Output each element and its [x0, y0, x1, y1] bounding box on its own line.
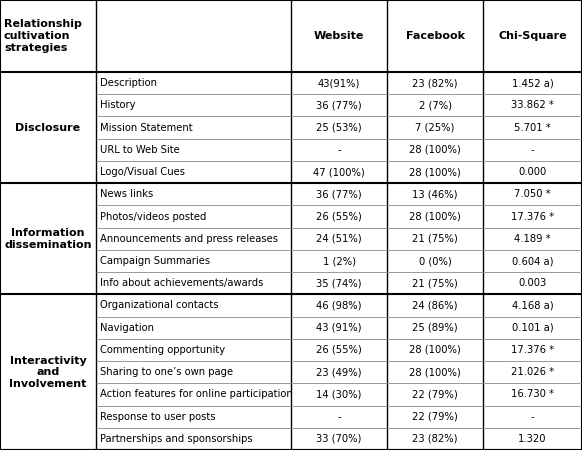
Text: 28 (100%): 28 (100%) — [409, 167, 461, 177]
Text: Relationship
cultivation
strategies: Relationship cultivation strategies — [4, 19, 82, 53]
Text: -: - — [337, 145, 341, 155]
Text: 2 (7%): 2 (7%) — [418, 100, 452, 110]
Text: 21 (75%): 21 (75%) — [412, 278, 458, 288]
Text: Organizational contacts: Organizational contacts — [100, 301, 218, 310]
Text: 13 (46%): 13 (46%) — [412, 189, 458, 199]
Text: Information
dissemination: Information dissemination — [4, 228, 92, 250]
Text: 28 (100%): 28 (100%) — [409, 145, 461, 155]
Text: -: - — [531, 412, 534, 422]
Text: Action features for online participation: Action features for online participation — [100, 389, 293, 400]
Text: 1.320: 1.320 — [519, 434, 546, 444]
Text: 25 (89%): 25 (89%) — [412, 323, 458, 333]
Text: 0.003: 0.003 — [519, 278, 546, 288]
Text: 1 (2%): 1 (2%) — [322, 256, 356, 266]
Text: 23 (49%): 23 (49%) — [316, 367, 362, 377]
Text: 26 (55%): 26 (55%) — [316, 345, 362, 355]
Text: Disclosure: Disclosure — [16, 122, 80, 133]
Text: 25 (53%): 25 (53%) — [316, 122, 362, 133]
Text: Sharing to one’s own page: Sharing to one’s own page — [100, 367, 233, 377]
Text: 33 (70%): 33 (70%) — [317, 434, 361, 444]
Text: 43(91%): 43(91%) — [318, 78, 360, 88]
Text: 17.376 *: 17.376 * — [511, 212, 554, 221]
Text: Info about achievements/awards: Info about achievements/awards — [100, 278, 264, 288]
Text: 0.101 a): 0.101 a) — [512, 323, 553, 333]
Text: History: History — [100, 100, 136, 110]
Text: Announcements and press releases: Announcements and press releases — [100, 234, 278, 244]
Text: 22 (79%): 22 (79%) — [412, 412, 458, 422]
Text: Logo/Visual Cues: Logo/Visual Cues — [100, 167, 185, 177]
Text: URL to Web Site: URL to Web Site — [100, 145, 180, 155]
Text: 46 (98%): 46 (98%) — [316, 301, 362, 310]
Text: 4.168 a): 4.168 a) — [512, 301, 553, 310]
Text: -: - — [531, 145, 534, 155]
Text: Photos/videos posted: Photos/videos posted — [100, 212, 207, 221]
Text: 24 (51%): 24 (51%) — [316, 234, 362, 244]
Text: 7.050 *: 7.050 * — [514, 189, 551, 199]
Text: Mission Statement: Mission Statement — [100, 122, 193, 133]
Text: 7 (25%): 7 (25%) — [416, 122, 455, 133]
Text: 5.701 *: 5.701 * — [514, 122, 551, 133]
Text: 35 (74%): 35 (74%) — [316, 278, 362, 288]
Text: 16.730 *: 16.730 * — [511, 389, 554, 400]
Text: Partnerships and sponsorships: Partnerships and sponsorships — [100, 434, 253, 444]
Text: Campaign Summaries: Campaign Summaries — [100, 256, 210, 266]
Text: Response to user posts: Response to user posts — [100, 412, 215, 422]
Text: 33.862 *: 33.862 * — [511, 100, 554, 110]
Text: 21.026 *: 21.026 * — [511, 367, 554, 377]
Text: 14 (30%): 14 (30%) — [317, 389, 361, 400]
Text: 1.452 a): 1.452 a) — [512, 78, 553, 88]
Text: News links: News links — [100, 189, 153, 199]
Text: Navigation: Navigation — [100, 323, 154, 333]
Text: 17.376 *: 17.376 * — [511, 345, 554, 355]
Bar — [0, 0, 582, 72]
Text: Facebook: Facebook — [406, 31, 464, 41]
Text: -: - — [337, 412, 341, 422]
Text: 0 (0%): 0 (0%) — [418, 256, 452, 266]
Text: 23 (82%): 23 (82%) — [412, 434, 458, 444]
Text: Website: Website — [314, 31, 364, 41]
Text: 4.189 *: 4.189 * — [514, 234, 551, 244]
Text: 43 (91%): 43 (91%) — [316, 323, 362, 333]
Text: 0.000: 0.000 — [519, 167, 546, 177]
Text: Description: Description — [100, 78, 157, 88]
Text: 24 (86%): 24 (86%) — [412, 301, 458, 310]
Text: 28 (100%): 28 (100%) — [409, 367, 461, 377]
Text: 47 (100%): 47 (100%) — [313, 167, 365, 177]
Text: 36 (77%): 36 (77%) — [316, 100, 362, 110]
Text: 36 (77%): 36 (77%) — [316, 189, 362, 199]
Text: 26 (55%): 26 (55%) — [316, 212, 362, 221]
Text: Interactivity
and
Involvement: Interactivity and Involvement — [9, 356, 87, 389]
Text: Commenting opportunity: Commenting opportunity — [100, 345, 225, 355]
Text: 22 (79%): 22 (79%) — [412, 389, 458, 400]
Text: 28 (100%): 28 (100%) — [409, 212, 461, 221]
Text: 0.604 a): 0.604 a) — [512, 256, 553, 266]
Text: 23 (82%): 23 (82%) — [412, 78, 458, 88]
Text: 21 (75%): 21 (75%) — [412, 234, 458, 244]
Text: Chi-Square: Chi-Square — [498, 31, 567, 41]
Text: 28 (100%): 28 (100%) — [409, 345, 461, 355]
